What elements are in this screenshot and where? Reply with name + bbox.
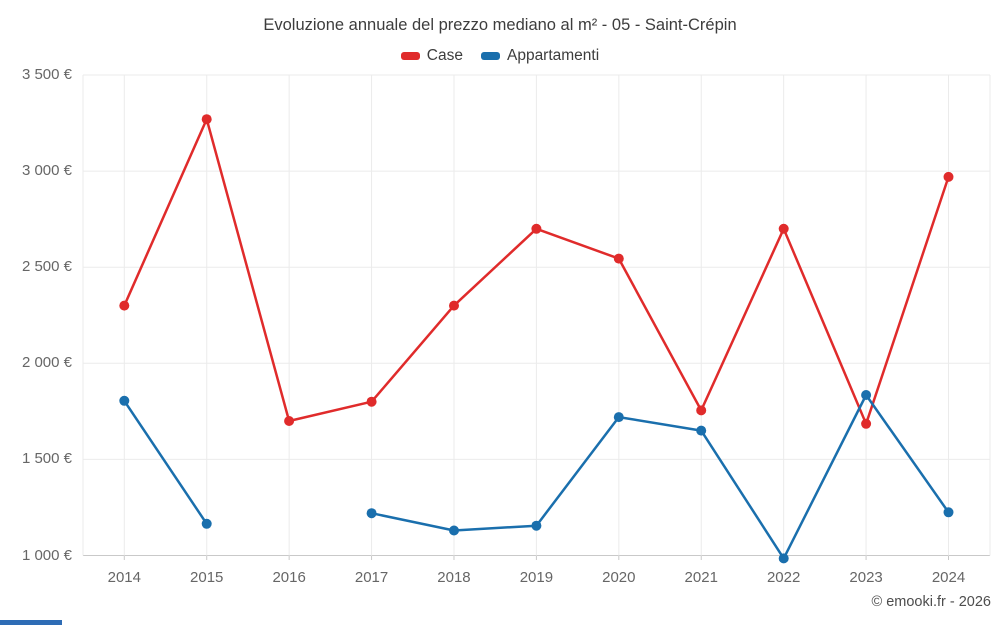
data-point-appartamenti-2019[interactable]: [531, 520, 542, 531]
x-tick-label: 2023: [849, 569, 883, 586]
data-point-appartamenti-2020[interactable]: [613, 412, 624, 423]
data-point-appartamenti-2014[interactable]: [119, 395, 130, 406]
data-point-appartamenti-2023[interactable]: [861, 390, 872, 400]
brand-bar: [0, 620, 62, 625]
y-tick-label: 2 000 €: [21, 354, 72, 372]
legend-swatch-case-icon: [400, 52, 420, 60]
y-tick-label: 3 000 €: [21, 162, 72, 180]
legend-label-case: Case: [426, 47, 463, 64]
data-point-appartamenti-2017[interactable]: [366, 508, 377, 519]
x-tick-label: 2019: [519, 569, 554, 586]
data-point-case-2014[interactable]: [119, 300, 130, 311]
data-point-case-2015[interactable]: [201, 114, 212, 125]
data-point-case-2018[interactable]: [449, 300, 459, 311]
data-point-case-2020[interactable]: [613, 253, 624, 264]
x-tick-label: 2018: [437, 569, 471, 586]
series-appartamenti: [119, 390, 954, 564]
y-tick-label: 1 500 €: [21, 450, 72, 468]
chart-title: Evoluzione annuale del prezzo mediano al…: [263, 16, 737, 34]
x-tick-label: 2016: [272, 569, 306, 586]
x-tick-label: 2020: [602, 569, 636, 586]
data-point-case-2023[interactable]: [861, 418, 872, 429]
series-line: [123, 399, 208, 526]
x-tick-label: 2024: [931, 569, 966, 586]
x-tick-label: 2014: [107, 569, 141, 586]
footer-credit: © emooki.fr - 2026: [871, 594, 991, 610]
x-tick-label: 2022: [766, 569, 801, 586]
data-point-case-2022[interactable]: [778, 223, 789, 234]
data-point-case-2019[interactable]: [531, 223, 542, 234]
series-case: [119, 114, 954, 429]
gridlines: [82, 74, 991, 560]
x-tick-label: 2017: [354, 569, 389, 586]
data-point-case-2016[interactable]: [284, 416, 295, 426]
x-tick-label: 2021: [684, 569, 718, 586]
legend-swatch-appartamenti-icon: [480, 52, 500, 60]
data-point-appartamenti-2015[interactable]: [201, 518, 212, 529]
data-point-case-2017[interactable]: [366, 396, 377, 407]
legend-item-appartamenti[interactable]: Appartamenti: [480, 47, 600, 65]
data-point-appartamenti-2021[interactable]: [696, 425, 707, 436]
series-line: [370, 393, 950, 560]
legend-label-appartamenti: Appartamenti: [506, 47, 600, 64]
data-point-appartamenti-2022[interactable]: [778, 553, 789, 564]
data-point-case-2021[interactable]: [696, 405, 707, 416]
legend-item-case[interactable]: Case: [400, 47, 463, 65]
chart-legend: Case Appartamenti: [0, 47, 1000, 65]
data-point-appartamenti-2024[interactable]: [943, 507, 954, 518]
data-point-case-2024[interactable]: [943, 171, 954, 182]
data-point-appartamenti-2018[interactable]: [449, 525, 459, 536]
x-tick-label: 2015: [190, 569, 224, 586]
y-tick-label: 3 500 €: [21, 66, 72, 83]
y-tick-label: 1 000 €: [21, 546, 72, 564]
y-tick-label: 2 500 €: [21, 258, 72, 276]
